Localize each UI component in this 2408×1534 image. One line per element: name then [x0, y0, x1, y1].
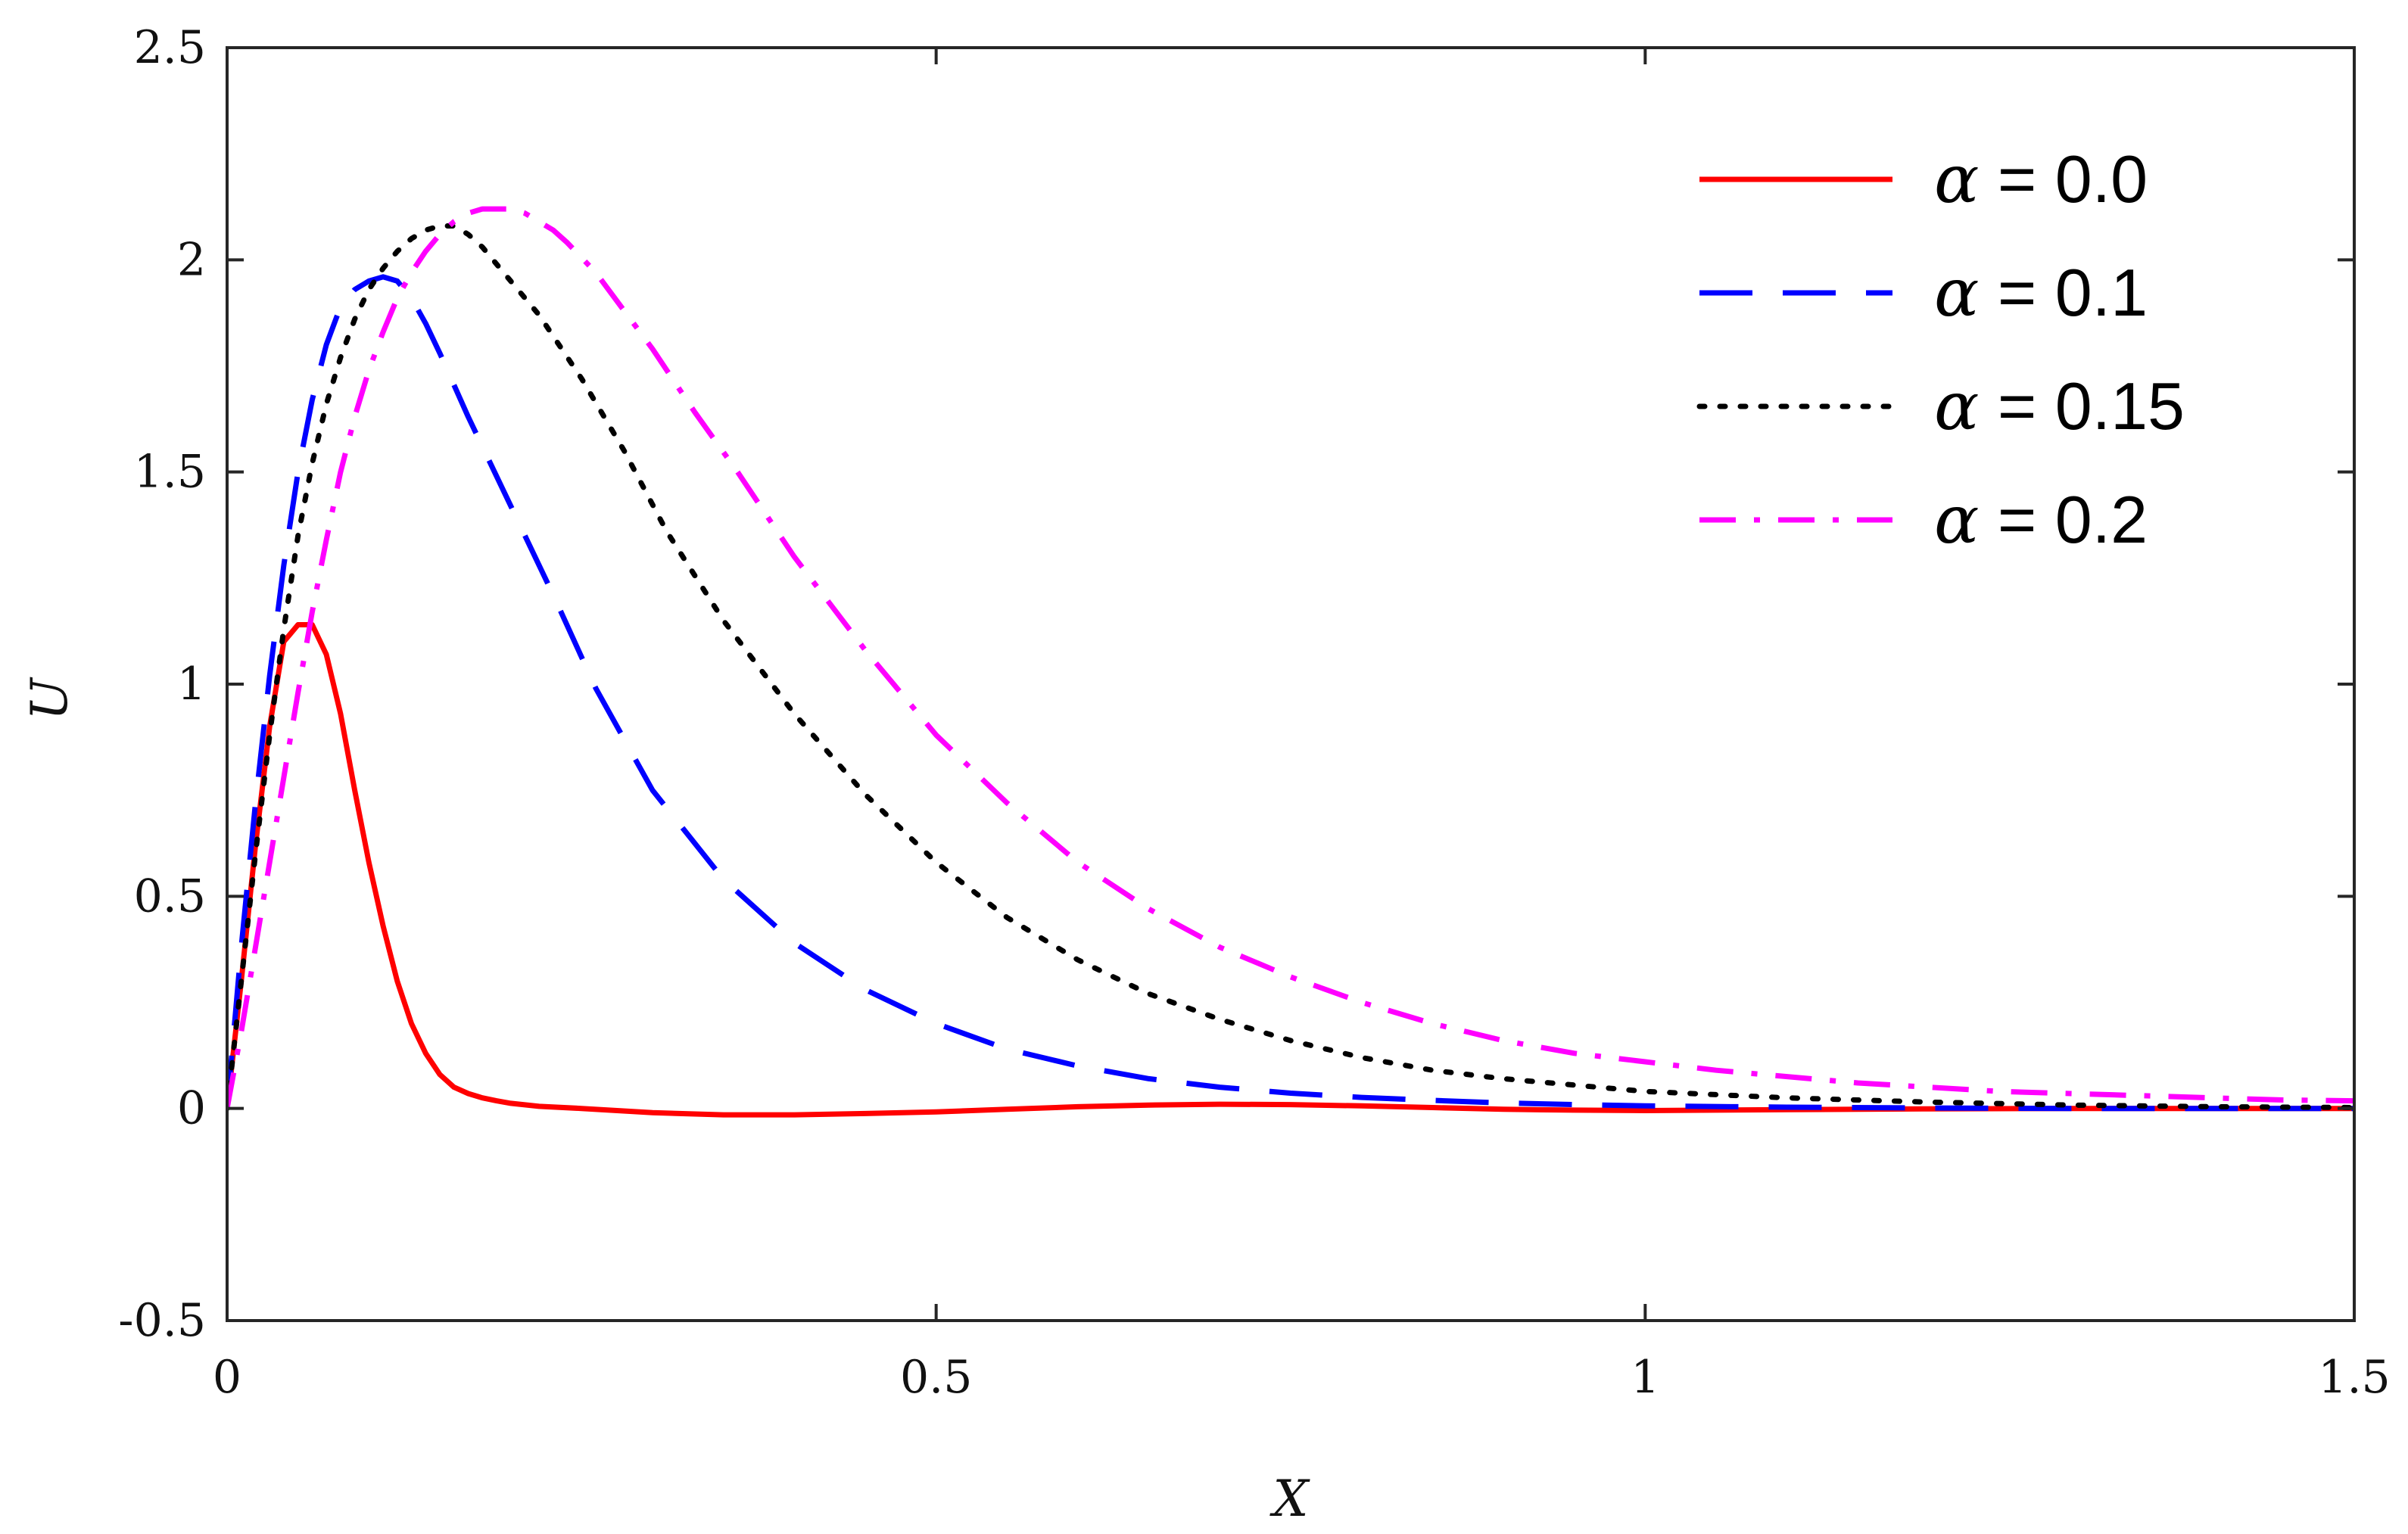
y-axis-label: U [20, 677, 79, 720]
series-line-1 [227, 274, 2354, 1112]
legend-symbol: α [1934, 367, 1979, 445]
axes-box [226, 46, 2356, 1322]
legend: α = 0.0α = 0.1α = 0.15α = 0.2 [1696, 140, 2185, 559]
legend-symbol: α [1934, 254, 1979, 331]
legend-label-2: α = 0.15 [1934, 367, 2185, 445]
y-tick-label: 2 [177, 233, 206, 286]
plot-area [227, 206, 2354, 1118]
x-tick-label: 0.5 [900, 1351, 972, 1404]
legend-value: = 0.0 [1979, 142, 2148, 216]
x-tick-label: 0 [213, 1351, 241, 1404]
y-tick-label: 0.5 [134, 870, 206, 923]
series-line-2 [227, 223, 2354, 1112]
legend-value: = 0.2 [1979, 482, 2148, 557]
x-tick-labels: 0 0.5 1 1.5 [213, 1351, 2391, 1404]
legend-value: = 0.15 [1979, 369, 2185, 443]
y-tick-label: 2.5 [134, 21, 206, 74]
y-tick-label: -0.5 [118, 1294, 206, 1347]
y-tick-label: 0 [177, 1082, 206, 1135]
legend-value: = 0.1 [1979, 255, 2148, 330]
legend-label-0: α = 0.0 [1934, 140, 2148, 218]
x-tick-label: 1.5 [2318, 1351, 2390, 1404]
x-tick-label: 1 [1631, 1351, 1659, 1404]
legend-symbol: α [1934, 140, 1979, 218]
y-tick-label: 1 [177, 658, 206, 711]
axis-ticks [226, 46, 2356, 1322]
series-line-3 [227, 206, 2354, 1109]
legend-symbol: α [1934, 481, 1979, 559]
y-tick-label: 1.5 [134, 446, 206, 499]
x-axis-label: X [1269, 1470, 1311, 1528]
legend-label-3: α = 0.2 [1934, 481, 2148, 559]
y-tick-labels: -0.5 0 0.5 1 1.5 2 2.5 [118, 21, 206, 1347]
series-line-0 [227, 622, 2354, 1118]
legend-label-1: α = 0.1 [1934, 254, 2148, 331]
